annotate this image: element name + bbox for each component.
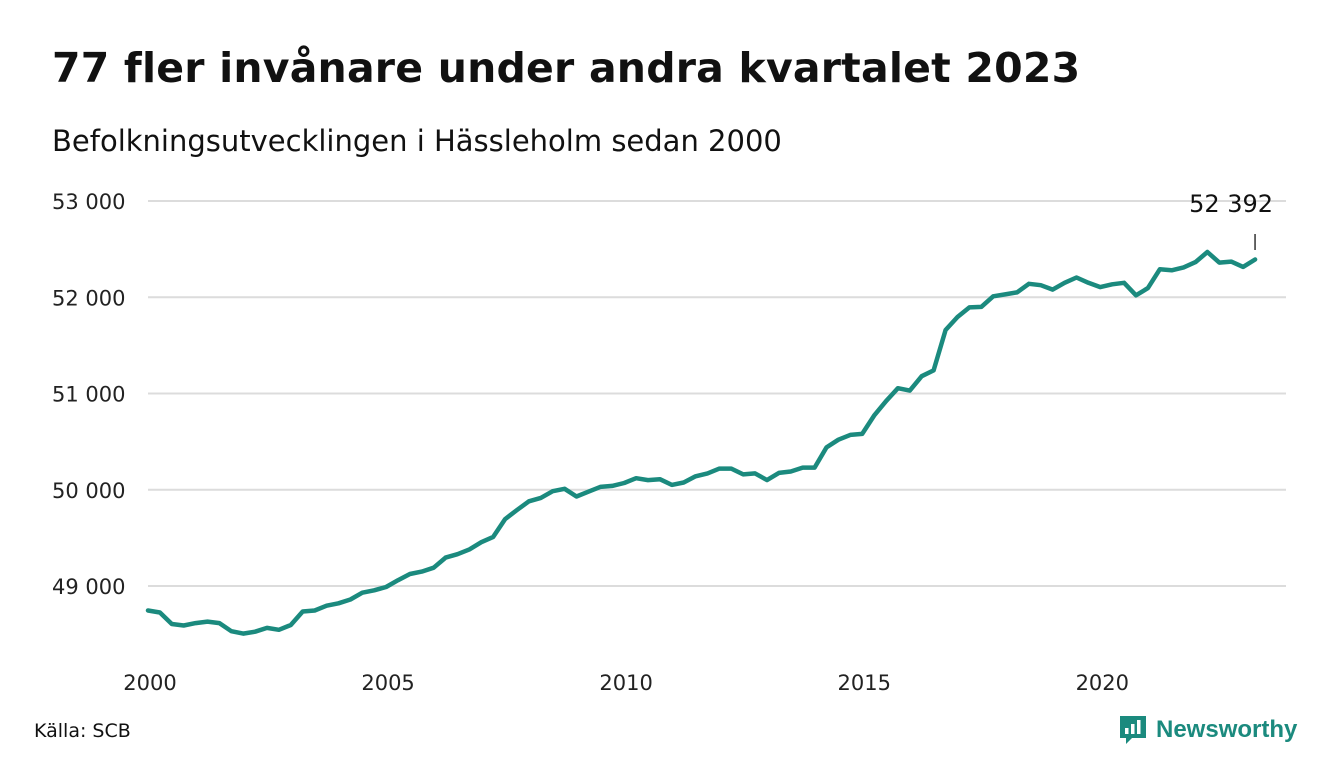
x-tick-label: 2010	[599, 671, 652, 695]
x-tick-label: 2000	[123, 671, 176, 695]
x-tick-label: 2005	[361, 671, 414, 695]
y-axis-labels: 49 000 50 000 51 000 52 000 53 000	[52, 190, 125, 599]
brand-name: Newsworthy	[1156, 716, 1298, 743]
y-tick-label: 50 000	[52, 479, 125, 503]
source-note: Källa: SCB	[34, 720, 131, 742]
annotation: 52 392	[1189, 190, 1273, 250]
y-tick-label: 51 000	[52, 383, 125, 407]
y-tick-label: 49 000	[52, 575, 125, 599]
x-axis-labels: 2000 2005 2010 2015 2020	[123, 671, 1129, 695]
y-tick-label: 53 000	[52, 190, 125, 214]
annotation-label: 52 392	[1189, 190, 1273, 218]
newsworthy-logo-icon	[1120, 716, 1146, 744]
x-tick-label: 2015	[837, 671, 890, 695]
x-tick-label: 2020	[1076, 671, 1129, 695]
series-line	[145, 249, 1258, 636]
brand-logo: Newsworthy	[1118, 714, 1297, 746]
chart-subtitle: Befolkningsutvecklingen i Hässleholm sed…	[52, 124, 782, 158]
y-tick-label: 52 000	[52, 286, 125, 310]
grid-lines	[148, 200, 1286, 587]
chart-title: 77 fler invånare under andra kvartalet 2…	[52, 44, 1081, 92]
